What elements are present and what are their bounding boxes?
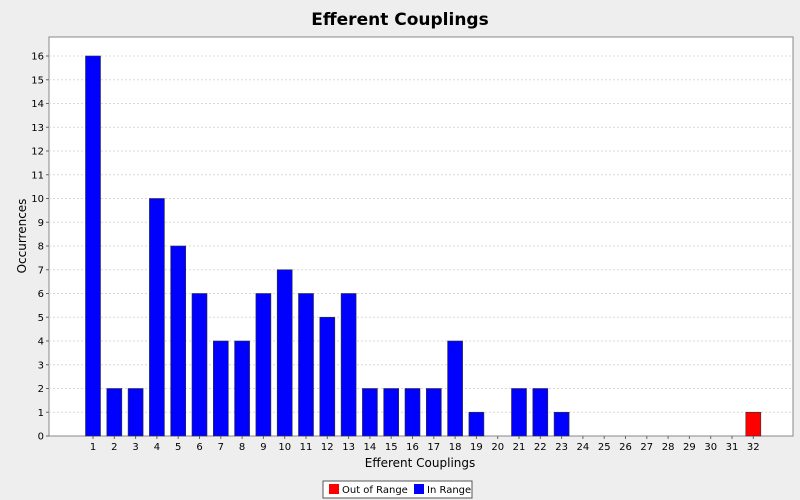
legend-swatch-out-of-range — [329, 484, 339, 494]
bar — [745, 411, 762, 437]
x-tick-label: 12 — [321, 442, 334, 453]
bar — [532, 388, 549, 437]
bars — [85, 55, 762, 437]
y-tick-label: 1 — [38, 408, 44, 419]
x-tick-label: 10 — [278, 442, 291, 453]
x-tick-label: 21 — [513, 442, 526, 453]
y-tick-label: 13 — [31, 123, 44, 134]
bar — [213, 340, 229, 437]
bar — [255, 293, 272, 437]
y-tick-label: 8 — [38, 242, 44, 253]
bar — [127, 388, 144, 437]
bar — [170, 245, 186, 437]
x-tick-label: 18 — [449, 442, 462, 453]
x-tick-label: 1 — [90, 442, 96, 453]
x-tick-label: 20 — [491, 442, 504, 453]
x-tick-label: 16 — [406, 442, 419, 453]
y-axis-label: Occurrences — [15, 199, 29, 274]
bar — [511, 388, 527, 437]
y-tick-label: 14 — [31, 99, 44, 110]
x-tick-label: 4 — [154, 442, 160, 453]
x-tick-label: 3 — [132, 442, 138, 453]
y-tick-label: 16 — [31, 52, 44, 63]
x-tick-label: 22 — [534, 442, 547, 453]
x-tick-label: 32 — [747, 442, 760, 453]
x-tick-label: 14 — [364, 442, 377, 453]
x-tick-label: 7 — [218, 442, 224, 453]
x-tick-label: 5 — [175, 442, 181, 453]
bar — [468, 411, 485, 437]
x-axis-ticks: 1 2 3 4 5 6 7 8 9 10 11 12 13 14 15 16 17 18 19 20 21 22 23 24 2… — [90, 436, 760, 453]
x-tick-label: 30 — [704, 442, 717, 453]
bar — [234, 340, 250, 437]
x-tick-label: 8 — [239, 442, 245, 453]
bar — [319, 316, 336, 437]
legend-label-out-of-range: Out of Range — [342, 485, 408, 496]
y-tick-label: 12 — [31, 147, 44, 158]
y-tick-label: 6 — [38, 289, 44, 300]
legend-swatch-in-range — [414, 484, 424, 494]
bar — [85, 55, 101, 437]
x-tick-label: 28 — [662, 442, 675, 453]
x-tick-label: 2 — [111, 442, 117, 453]
bar — [298, 293, 314, 437]
legend: Out of Range In Range — [322, 480, 473, 499]
x-tick-label: 25 — [598, 442, 611, 453]
y-tick-label: 2 — [38, 384, 44, 395]
y-tick-label: 10 — [31, 194, 44, 205]
y-tick-label: 3 — [38, 360, 44, 371]
x-tick-label: 31 — [726, 442, 739, 453]
grid-lines — [49, 55, 793, 413]
y-tick-label: 5 — [38, 313, 44, 324]
bar — [553, 411, 570, 437]
chart-title: Efferent Couplings — [311, 10, 488, 30]
y-tick-label: 4 — [38, 337, 44, 348]
bar — [149, 198, 165, 437]
bar — [383, 388, 400, 437]
y-tick-label: 7 — [38, 265, 44, 276]
x-tick-label: 9 — [260, 442, 266, 453]
y-tick-label: 9 — [38, 218, 44, 229]
bar — [106, 388, 123, 437]
x-tick-label: 17 — [427, 442, 440, 453]
x-tick-label: 6 — [196, 442, 202, 453]
x-tick-label: 15 — [385, 442, 398, 453]
bar — [362, 388, 378, 437]
bar — [404, 388, 421, 437]
x-tick-label: 23 — [555, 442, 568, 453]
bar — [276, 269, 293, 437]
x-tick-label: 24 — [577, 442, 590, 453]
x-tick-label: 19 — [470, 442, 483, 453]
y-tick-label: 0 — [38, 432, 44, 443]
y-tick-label: 11 — [31, 170, 44, 181]
y-tick-label: 15 — [31, 75, 44, 86]
legend-label-in-range: In Range — [427, 485, 471, 496]
x-tick-label: 11 — [300, 442, 313, 453]
bar — [340, 293, 357, 437]
x-tick-label: 13 — [342, 442, 355, 453]
x-tick-label: 27 — [640, 442, 653, 453]
bar — [425, 388, 442, 437]
bar — [191, 293, 208, 437]
x-tick-label: 29 — [683, 442, 696, 453]
legend-box — [322, 480, 473, 499]
x-axis-label: Efferent Couplings — [365, 456, 476, 470]
bar — [447, 340, 463, 437]
x-tick-label: 26 — [619, 442, 632, 453]
